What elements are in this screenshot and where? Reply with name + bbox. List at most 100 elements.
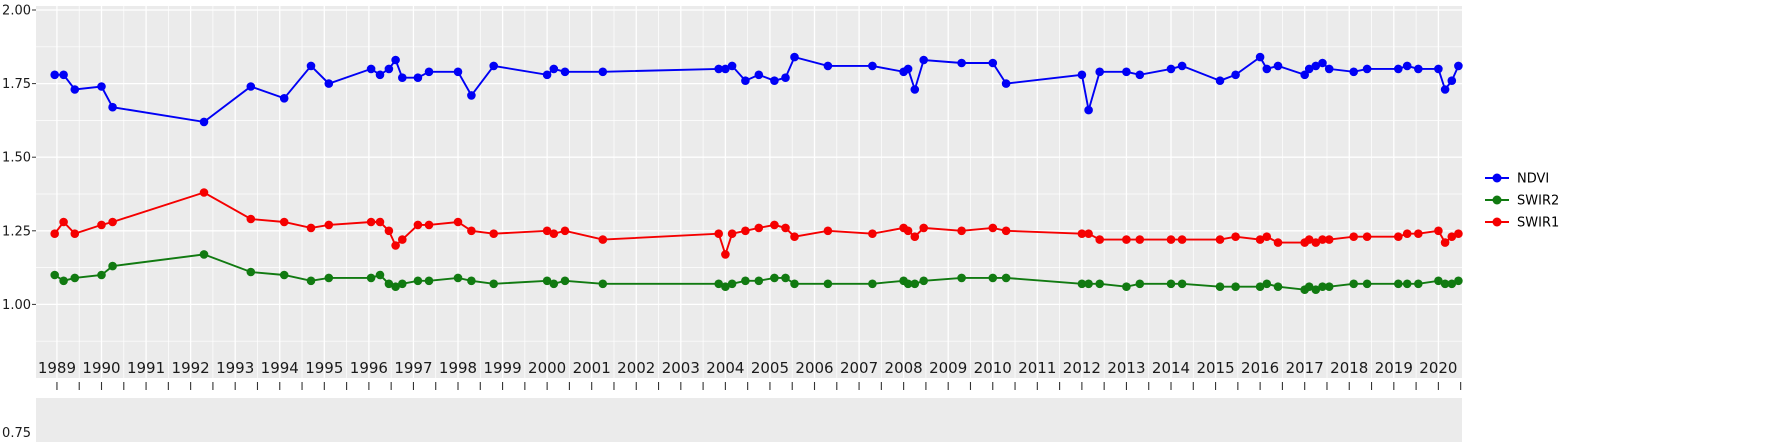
x-tick-label: 1994 [261,359,299,377]
data-point-SWIR2 [542,276,552,286]
data-point-SWIR1 [770,220,779,230]
data-point-SWIR2 [1304,282,1314,292]
data-point-NDVI [489,61,499,71]
data-point-SWIR1 [1311,238,1321,247]
x-tick-label: 2001 [573,359,611,377]
data-point-NDVI [199,117,209,127]
legend-label: NDVI [1517,172,1549,187]
y-tick-label: 2.00 [2,4,31,19]
data-point-NDVI [1255,52,1265,62]
data-point-NDVI [542,70,552,80]
data-point-SWIR1 [919,223,928,233]
data-point-NDVI [306,61,316,71]
data-point-SWIR2 [1273,282,1283,292]
data-point-SWIR2 [1318,282,1327,292]
y-tick-label: 0.75 [2,426,31,441]
data-point-SWIR2 [868,279,877,289]
data-point-SWIR2 [714,279,723,289]
data-point-SWIR2 [790,279,799,289]
data-point-SWIR1 [1166,235,1176,244]
data-point-NDVI [957,58,966,68]
data-point-SWIR2 [1447,279,1457,289]
data-point-SWIR1 [781,223,790,233]
data-point-SWIR2 [988,273,998,283]
x-tick-label: 2003 [662,359,700,377]
x-tick-label: 2019 [1375,359,1413,377]
data-point-NDVI [919,55,928,65]
data-point-NDVI [1262,64,1272,74]
data-point-SWIR2 [727,279,737,289]
data-point-SWIR1 [721,250,730,259]
data-point-SWIR1 [1215,235,1225,244]
data-point-SWIR2 [754,276,764,286]
data-point-SWIR2 [1311,285,1321,295]
data-point-SWIR2 [59,276,68,286]
legend-label: SWIR2 [1517,194,1559,209]
x-tick-label: 2000 [528,359,566,377]
data-point-NDVI [467,91,476,100]
data-point-SWIR2 [1135,279,1145,289]
x-tick-label: 2005 [751,359,789,377]
x-tick-label: 2014 [1152,359,1190,377]
data-point-SWIR1 [1095,235,1104,244]
data-point-SWIR2 [246,267,256,277]
legend-key-point [1492,173,1502,183]
data-point-SWIR2 [1349,279,1358,289]
data-point-SWIR1 [413,220,423,230]
data-point-NDVI [790,52,799,62]
data-point-NDVI [910,85,920,94]
data-point-SWIR2 [1362,279,1372,289]
data-point-SWIR2 [306,276,316,286]
data-point-NDVI [549,64,559,74]
data-point-SWIR2 [598,279,608,289]
x-tick-label: 2015 [1196,359,1234,377]
data-point-SWIR2 [279,270,289,280]
data-point-SWIR2 [1414,279,1423,289]
data-point-SWIR2 [903,279,913,289]
data-point-SWIR1 [1440,238,1450,247]
x-tick-label: 2016 [1241,359,1279,377]
legend-item-SWIR1: SWIR1 [1485,216,1559,231]
data-point-SWIR1 [398,235,407,244]
data-point-SWIR2 [1084,279,1093,289]
data-point-NDVI [714,64,723,74]
y-tick-label: 1.75 [2,77,31,92]
x-tick-label: 2011 [1018,359,1056,377]
data-point-SWIR2 [97,270,106,280]
data-point-SWIR2 [424,276,434,286]
data-point-SWIR1 [1177,235,1187,244]
data-point-NDVI [413,73,423,82]
data-point-NDVI [598,67,608,77]
data-point-NDVI [754,70,764,80]
data-point-NDVI [1135,70,1145,80]
data-point-SWIR1 [1084,229,1093,238]
data-point-NDVI [727,61,737,71]
x-tick-label: 2020 [1419,359,1457,377]
data-point-SWIR1 [59,217,68,227]
data-point-NDVI [1215,76,1225,85]
data-point-SWIR2 [560,276,570,286]
data-point-SWIR2 [1095,279,1104,289]
data-point-SWIR1 [1001,226,1011,236]
data-point-SWIR2 [1001,273,1011,283]
x-tick-label: 1998 [439,359,477,377]
data-point-SWIR1 [279,217,289,227]
legend: NDVI SWIR2 SWIR1 [1485,172,1559,231]
data-point-SWIR2 [366,273,376,283]
data-point-SWIR2 [1215,282,1225,292]
data-point-NDVI [1318,58,1327,68]
data-point-NDVI [1084,105,1093,115]
data-point-SWIR1 [108,217,117,227]
data-point-NDVI [59,70,68,80]
data-point-SWIR1 [549,229,559,238]
data-point-SWIR1 [467,226,476,236]
data-point-SWIR2 [398,279,407,289]
data-point-SWIR1 [1077,229,1087,238]
data-point-SWIR1 [1434,226,1443,236]
data-point-NDVI [1177,61,1187,71]
x-tick-label: 1993 [216,359,254,377]
data-point-SWIR2 [549,279,559,289]
data-point-NDVI [391,55,400,65]
data-point-NDVI [903,64,913,74]
data-point-SWIR1 [1362,232,1372,241]
